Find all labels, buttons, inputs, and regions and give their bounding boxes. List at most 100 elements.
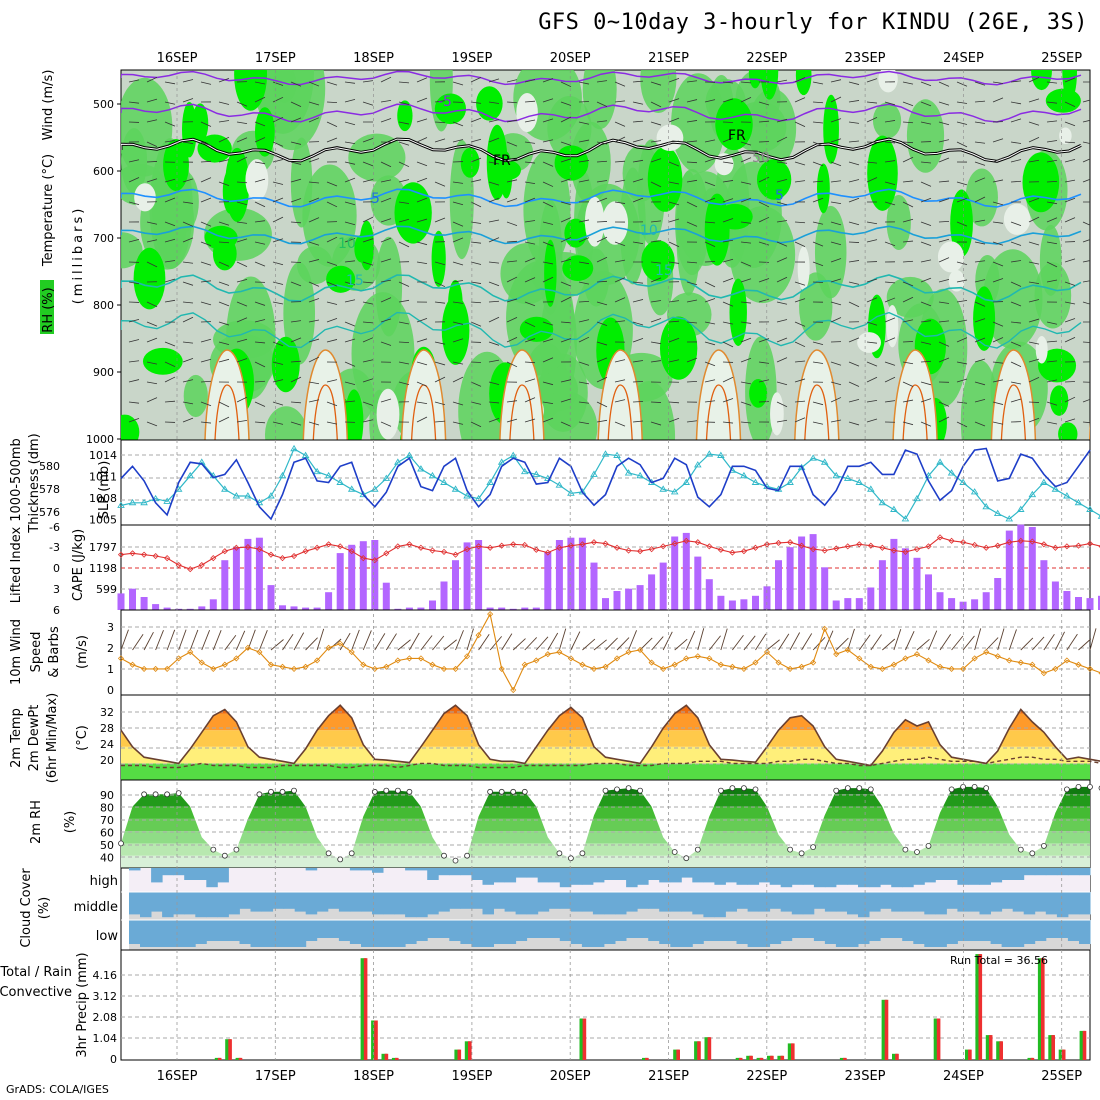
rh-wet-cell [225, 147, 250, 222]
wind-barb [470, 321, 482, 327]
wind-barb [992, 401, 1004, 405]
contour-5c [121, 188, 1082, 208]
wind-barb [1010, 361, 1022, 367]
rh-point [1017, 846, 1024, 853]
wind-barb [1046, 321, 1058, 325]
wind-barb [686, 179, 698, 183]
wind-barb [776, 319, 788, 323]
wind-barb [920, 259, 932, 263]
wind-barb [902, 180, 914, 183]
wind-barb [542, 98, 554, 103]
wind-barb [1082, 221, 1090, 226]
wind-barb [128, 201, 140, 206]
wind-barb [938, 257, 950, 263]
wind-barb [362, 359, 374, 363]
wind-barb [830, 397, 842, 403]
wind-barb [596, 101, 608, 107]
wind-barb [164, 341, 176, 347]
wind-barb [416, 77, 428, 83]
rh-point [325, 850, 332, 857]
wind-barb [740, 96, 752, 103]
precip-conv-bar [707, 1037, 712, 1060]
thickness-point [313, 467, 321, 475]
wind-barb [1064, 101, 1076, 107]
wind-barb [956, 261, 968, 266]
wind-barb [902, 121, 914, 124]
wind-barb [974, 381, 986, 386]
cloud-bar [504, 920, 517, 944]
wind-barb [938, 139, 950, 143]
wind-barb [596, 256, 608, 263]
wind-barb-10m [305, 637, 318, 651]
slp-frame [120, 439, 1091, 526]
rh-wet-cell [715, 98, 753, 151]
cloud-bar [604, 892, 616, 915]
cloud-bar [482, 920, 494, 947]
wind-barb [272, 141, 284, 147]
wind-barb [902, 81, 914, 85]
wind-barb [290, 281, 302, 287]
wind-barb [218, 136, 230, 143]
wind-barb [758, 216, 770, 223]
wind-barb [128, 401, 140, 404]
surface-temp-contour [902, 384, 928, 440]
date-label-bottom: 18SEP [353, 1069, 394, 1084]
wind-barb [164, 238, 176, 243]
cloud-bar [791, 868, 804, 885]
wind-barb [668, 161, 680, 167]
wind-barb [1028, 318, 1040, 323]
rh-point [175, 790, 182, 796]
cloud-bar [559, 920, 572, 941]
precip-total-bar [360, 958, 367, 1060]
wind-barb [704, 197, 716, 203]
rh-wet-cell [641, 240, 675, 282]
wind-barb [452, 261, 464, 266]
wind-barb [542, 321, 554, 326]
precip-conv-bar [468, 1041, 472, 1060]
wind-barb [758, 241, 770, 246]
precip-total-bar [704, 1037, 711, 1060]
lifted-index-point [371, 557, 378, 564]
wind-barb [920, 277, 932, 283]
wind-barb [506, 141, 518, 147]
cloud-bar [615, 868, 627, 880]
wind-barb [560, 236, 572, 243]
cloud-bar [736, 920, 748, 944]
wind-barb [488, 281, 500, 287]
rh-wet-cell [749, 379, 768, 408]
precip-conv-bar [843, 1057, 847, 1060]
thickness-point [267, 492, 275, 499]
wind-barb [650, 401, 662, 403]
thickness-point [820, 458, 829, 465]
cloud-bar [858, 868, 870, 888]
wind-barb-10m [951, 635, 964, 651]
wind-barb [632, 80, 644, 83]
wind-barb [596, 401, 608, 408]
cape-bar [671, 536, 679, 610]
wind-barb [380, 318, 392, 323]
lifted-index-point [1075, 542, 1082, 549]
wind-barb-10m [385, 633, 397, 651]
temp-band [121, 763, 1090, 780]
cloud-bar [184, 892, 196, 915]
wind-barb [596, 341, 608, 346]
cloud-bar [835, 868, 848, 885]
wind-barb [956, 101, 968, 104]
wind-barb [956, 81, 968, 87]
lifted-index-point [429, 547, 436, 554]
wind-barb [614, 121, 626, 127]
cloud-bar [1034, 892, 1047, 912]
wind-barb [272, 238, 284, 243]
thickness-point [163, 497, 171, 504]
rh-point [902, 846, 909, 853]
wind-barb [992, 421, 1004, 425]
wind-barb [434, 301, 446, 304]
rh-wet-cell [486, 124, 508, 201]
rh-point [118, 840, 124, 847]
wind-barb-10m [293, 632, 305, 651]
wind-barb-10m [928, 630, 938, 651]
wind-barb [542, 338, 554, 343]
lifted-index-point [406, 541, 413, 548]
wind-barb [866, 400, 878, 403]
wind-barb [308, 399, 320, 403]
